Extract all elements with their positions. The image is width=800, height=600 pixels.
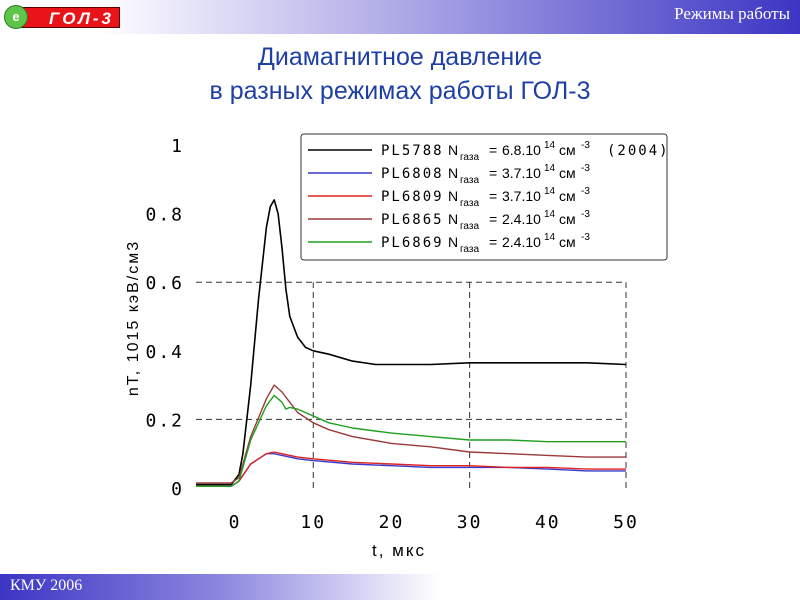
y-tick-label: 1 xyxy=(171,136,184,157)
page-title: Диамагнитное давление в разных режимах р… xyxy=(120,40,680,108)
legend-value: 3.7.10 xyxy=(502,188,541,204)
series-line-pl5788 xyxy=(196,199,627,486)
legend-value: 2.4.10 xyxy=(502,234,541,250)
legend-exponent: 14 xyxy=(544,186,556,197)
legend-box xyxy=(300,133,668,261)
legend-subscript: газа xyxy=(460,198,479,209)
x-tick-label: 0 xyxy=(229,512,242,533)
y-tick-label: 0.2 xyxy=(145,410,184,431)
gol3-logo: ГОЛ-3 e xyxy=(4,4,120,30)
x-tick-label: 40 xyxy=(535,512,561,533)
legend-equals: = xyxy=(489,188,497,204)
x-tick-label: 10 xyxy=(300,512,326,533)
title-line-2: в разных режимах работы ГОЛ-3 xyxy=(209,77,591,105)
series-line-pl6809 xyxy=(196,451,626,487)
logo-box: ГОЛ-3 xyxy=(14,7,120,28)
legend-value: 2.4.10 xyxy=(502,211,541,227)
footer-bar: КМУ 2006 xyxy=(0,574,800,600)
legend-subscript: газа xyxy=(460,152,479,163)
x-axis-label: t, мкс xyxy=(372,541,426,560)
legend-exponent: 14 xyxy=(544,163,556,174)
y-tick-label: 0 xyxy=(171,479,184,500)
legend-unit: см xyxy=(559,211,576,227)
title-line-1: Диамагнитное давление xyxy=(257,43,543,71)
x-tick-label: 20 xyxy=(379,512,405,533)
legend-subscript: газа xyxy=(460,175,479,186)
legend-unit: см xyxy=(559,234,576,250)
y-axis-label: nT, 1015 кэВ/см3 xyxy=(125,240,142,396)
y-tick-label: 0.6 xyxy=(145,273,184,294)
legend-unit: см xyxy=(559,188,576,204)
legend-value: 6.8.10 xyxy=(502,142,541,158)
legend-n-symbol: N xyxy=(448,142,458,158)
legend-exponent: 14 xyxy=(544,232,556,243)
series-line-pl6869 xyxy=(196,394,626,487)
legend-exponent: 14 xyxy=(544,140,556,151)
legend-unit-exponent: -3 xyxy=(581,232,590,243)
legend-subscript: газа xyxy=(460,221,479,232)
footer-text: КМУ 2006 xyxy=(10,577,83,594)
legend-equals: = xyxy=(489,211,497,227)
section-title: Режимы работы xyxy=(674,4,790,23)
y-tick-label: 0.8 xyxy=(145,205,184,226)
x-tick-label: 30 xyxy=(457,512,483,533)
x-tick-label: 50 xyxy=(613,512,639,533)
logo-text: ГОЛ-3 xyxy=(49,9,115,28)
legend-name: PL6865 xyxy=(381,212,444,228)
legend-n-symbol: N xyxy=(448,165,458,181)
legend-n-symbol: N xyxy=(448,211,458,227)
legend-name: PL6808 xyxy=(381,166,444,182)
legend-name: PL6809 xyxy=(381,189,444,205)
legend-n-symbol: N xyxy=(448,234,458,250)
legend-n-symbol: N xyxy=(448,188,458,204)
legend-equals: = xyxy=(489,142,497,158)
legend-equals: = xyxy=(489,234,497,250)
legend-unit-exponent: -3 xyxy=(581,186,590,197)
legend-subscript: газа xyxy=(460,244,479,255)
legend-exponent: 14 xyxy=(544,209,556,220)
legend-unit-exponent: -3 xyxy=(581,140,590,151)
y-tick-label: 0.4 xyxy=(145,342,184,363)
legend-unit: см xyxy=(559,165,576,181)
legend-value: 3.7.10 xyxy=(502,165,541,181)
legend-unit-exponent: -3 xyxy=(581,209,590,220)
legend-name: PL6869 xyxy=(381,235,444,251)
series-line-pl6808 xyxy=(196,453,626,487)
legend-unit: см xyxy=(559,142,576,158)
series-line-pl6865 xyxy=(196,384,626,484)
header-bar: Режимы работы xyxy=(0,0,800,34)
legend-unit-exponent: -3 xyxy=(581,163,590,174)
legend-equals: = xyxy=(489,165,497,181)
legend-year: (2004) xyxy=(607,143,670,159)
legend-name: PL5788 xyxy=(381,143,444,159)
logo-e-icon: e xyxy=(4,5,28,29)
